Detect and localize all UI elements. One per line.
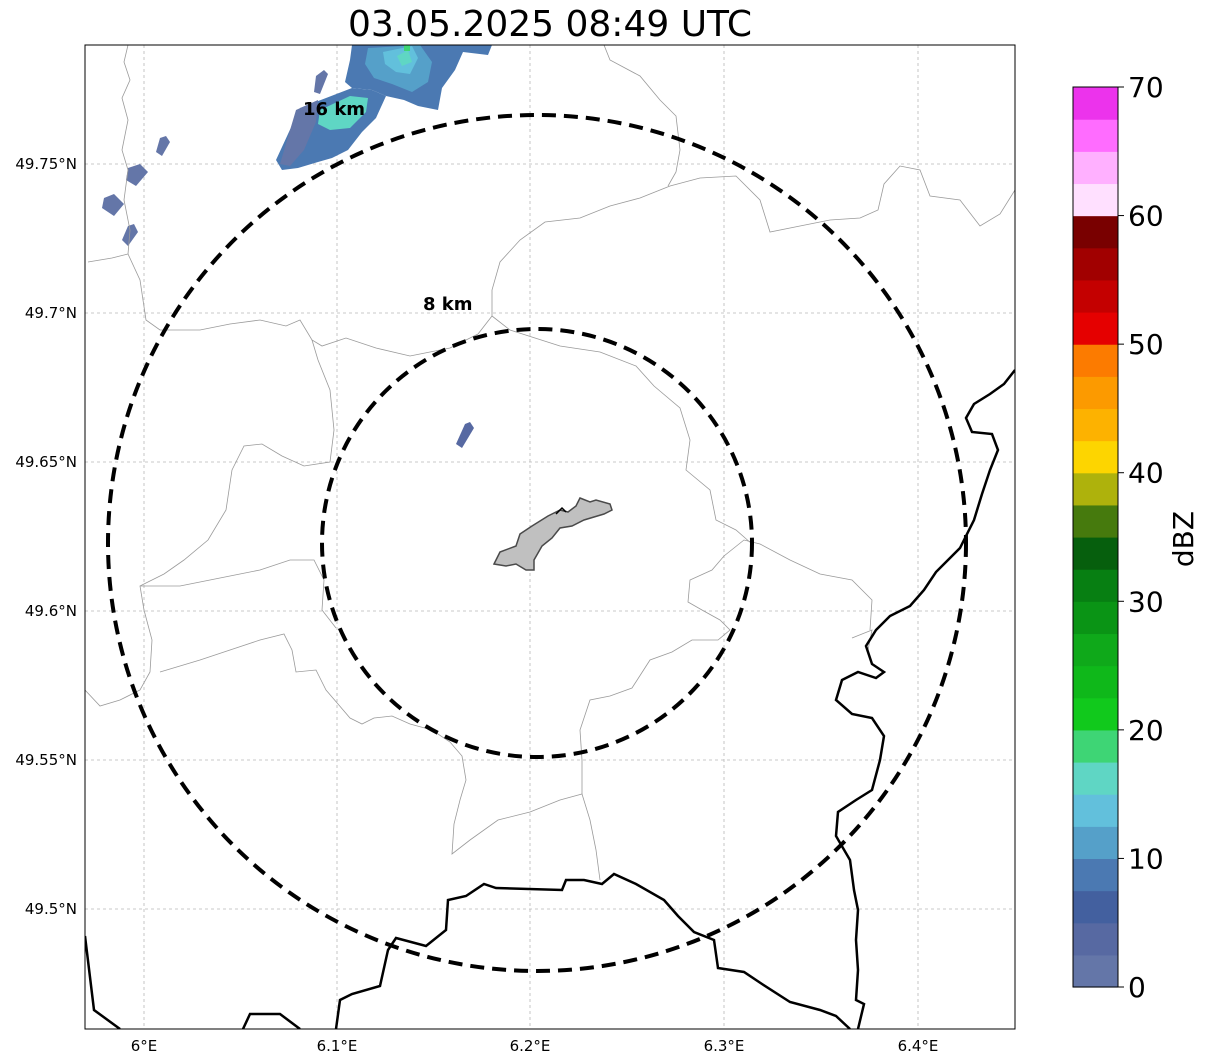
colorbar-segment bbox=[1073, 858, 1118, 892]
colorbar-ticks: 0 10 20 30 40 50 60 70 bbox=[1118, 71, 1164, 1004]
colorbar bbox=[1073, 87, 1118, 988]
city-boundary-detail bbox=[555, 506, 567, 515]
colorbar-segment bbox=[1073, 954, 1118, 988]
colorbar-segment bbox=[1073, 376, 1118, 410]
colorbar-segment bbox=[1073, 537, 1118, 570]
national-borders bbox=[85, 369, 1015, 1029]
colorbar-segment bbox=[1073, 794, 1118, 827]
colorbar-segment bbox=[1073, 569, 1118, 602]
admin-boundaries bbox=[85, 45, 1015, 881]
lon-tick-label: 6.4°E bbox=[898, 1037, 939, 1055]
colorbar-segment bbox=[1073, 440, 1118, 474]
lon-tick-labels: 6°E 6.1°E 6.2°E 6.3°E 6.4°E bbox=[131, 1037, 939, 1055]
lat-tick-label: 49.6°N bbox=[25, 602, 77, 620]
lon-tick-label: 6.3°E bbox=[704, 1037, 745, 1055]
colorbar-segment bbox=[1073, 633, 1118, 667]
lon-tick-label: 6°E bbox=[131, 1037, 158, 1055]
colorbar-segment bbox=[1073, 183, 1118, 217]
colorbar-segment bbox=[1073, 697, 1118, 731]
lat-tick-labels: 49.75°N 49.7°N 49.65°N 49.6°N 49.55°N 49… bbox=[15, 155, 77, 918]
lat-tick-label: 49.7°N bbox=[25, 304, 77, 322]
colorbar-segment bbox=[1073, 826, 1118, 860]
lat-tick-label: 49.75°N bbox=[15, 155, 77, 173]
lon-tick-label: 6.2°E bbox=[510, 1037, 551, 1055]
ring-label-8km: 8 km bbox=[423, 294, 473, 315]
colorbar-tick-label: 0 bbox=[1128, 971, 1146, 1004]
radar-echoes bbox=[102, 45, 492, 448]
colorbar-segment bbox=[1073, 215, 1118, 249]
lat-tick-label: 49.65°N bbox=[15, 453, 77, 471]
ring-label-16km: 16 km bbox=[303, 99, 365, 120]
gridlines bbox=[85, 45, 1015, 1029]
colorbar-segment bbox=[1073, 344, 1118, 377]
colorbar-frame bbox=[1072, 86, 1119, 988]
range-ring-16km bbox=[106, 113, 968, 973]
colorbar-segment bbox=[1073, 472, 1118, 506]
colorbar-tick-label: 30 bbox=[1128, 585, 1164, 618]
colorbar-segment bbox=[1073, 279, 1118, 313]
colorbar-tick-label: 20 bbox=[1128, 714, 1164, 747]
lon-tick-label: 6.1°E bbox=[317, 1037, 358, 1055]
colorbar-tick-label: 70 bbox=[1128, 71, 1164, 104]
city-outline bbox=[492, 497, 613, 571]
colorbar-segment bbox=[1073, 119, 1118, 152]
colorbar-tick-label: 50 bbox=[1128, 328, 1164, 361]
colorbar-segment bbox=[1073, 151, 1118, 185]
colorbar-segment bbox=[1073, 762, 1118, 795]
colorbar-tick-label: 40 bbox=[1128, 457, 1164, 490]
range-ring-8km bbox=[320, 327, 754, 759]
colorbar-label: dBZ bbox=[1167, 511, 1200, 567]
colorbar-segment bbox=[1073, 247, 1118, 281]
map-title: 03.05.2025 08:49 UTC bbox=[347, 4, 753, 45]
colorbar-segment bbox=[1073, 922, 1118, 956]
lat-tick-label: 49.5°N bbox=[25, 900, 77, 918]
colorbar-segment bbox=[1073, 729, 1118, 763]
colorbar-segment bbox=[1073, 890, 1118, 924]
map-frame bbox=[84, 44, 1016, 1030]
colorbar-tick-label: 10 bbox=[1128, 842, 1164, 875]
colorbar-segment bbox=[1073, 601, 1118, 635]
colorbar-segment bbox=[1073, 87, 1118, 120]
colorbar-segment bbox=[1073, 312, 1118, 345]
colorbar-segment bbox=[1073, 408, 1118, 442]
colorbar-tick-label: 60 bbox=[1128, 200, 1164, 233]
colorbar-segment bbox=[1073, 504, 1118, 538]
colorbar-segment bbox=[1073, 665, 1118, 699]
lat-tick-label: 49.55°N bbox=[15, 751, 77, 769]
